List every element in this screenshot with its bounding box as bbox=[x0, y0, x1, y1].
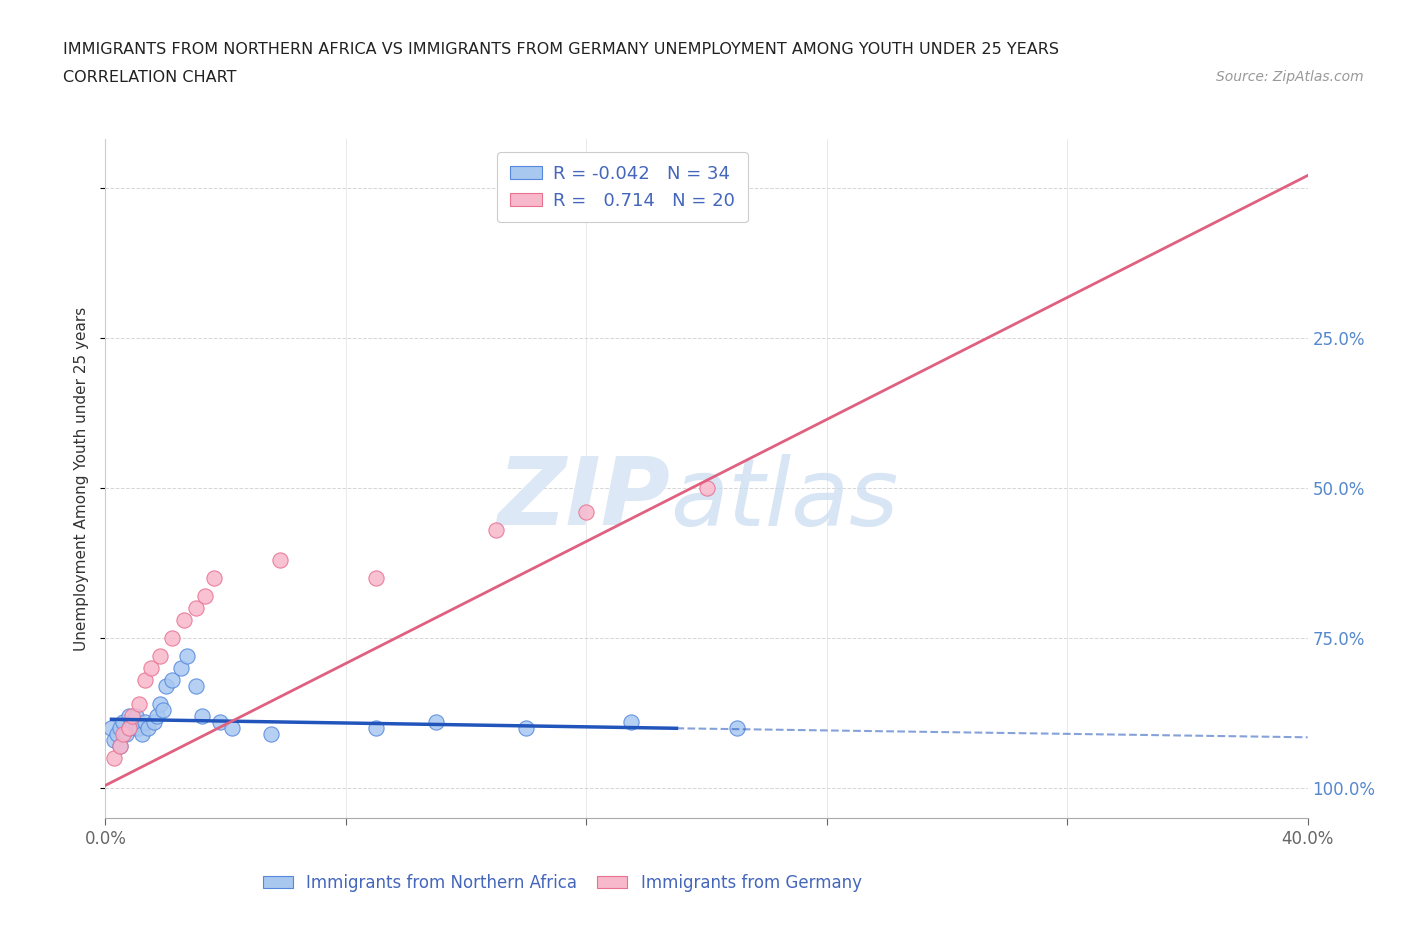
Point bbox=[124, 709, 146, 724]
Point bbox=[148, 697, 170, 711]
Point bbox=[364, 571, 387, 586]
Point bbox=[121, 715, 143, 730]
Point bbox=[425, 715, 447, 730]
Point bbox=[103, 733, 125, 748]
Point bbox=[124, 721, 146, 736]
Text: atlas: atlas bbox=[671, 454, 898, 545]
Point bbox=[142, 715, 165, 730]
Point bbox=[134, 715, 156, 730]
Point bbox=[148, 649, 170, 664]
Text: IMMIGRANTS FROM NORTHERN AFRICA VS IMMIGRANTS FROM GERMANY UNEMPLOYMENT AMONG YO: IMMIGRANTS FROM NORTHERN AFRICA VS IMMIG… bbox=[63, 42, 1059, 57]
Point bbox=[194, 589, 217, 604]
Point bbox=[112, 727, 135, 742]
Point bbox=[134, 672, 156, 687]
Point bbox=[121, 709, 143, 724]
Point bbox=[152, 703, 174, 718]
Point bbox=[128, 697, 150, 711]
Point bbox=[160, 631, 183, 645]
Point bbox=[184, 601, 207, 616]
Point bbox=[515, 721, 537, 736]
Point bbox=[620, 715, 643, 730]
Point bbox=[128, 721, 150, 736]
Point bbox=[725, 721, 748, 736]
Point bbox=[269, 552, 291, 567]
Point bbox=[190, 709, 212, 724]
Text: ZIP: ZIP bbox=[498, 453, 671, 545]
Legend: Immigrants from Northern Africa, Immigrants from Germany: Immigrants from Northern Africa, Immigra… bbox=[256, 867, 869, 898]
Point bbox=[202, 571, 225, 586]
Point bbox=[575, 505, 598, 520]
Point bbox=[100, 721, 122, 736]
Point bbox=[221, 721, 243, 736]
Point bbox=[485, 523, 508, 538]
Point bbox=[118, 709, 141, 724]
Point bbox=[176, 649, 198, 664]
Point bbox=[145, 709, 167, 724]
Point bbox=[208, 715, 231, 730]
Point bbox=[110, 738, 132, 753]
Text: Source: ZipAtlas.com: Source: ZipAtlas.com bbox=[1216, 70, 1364, 84]
Point bbox=[110, 738, 132, 753]
Point bbox=[364, 721, 387, 736]
Point bbox=[136, 721, 159, 736]
Point bbox=[160, 672, 183, 687]
Point bbox=[103, 751, 125, 765]
Point bbox=[118, 721, 141, 736]
Point bbox=[115, 727, 138, 742]
Point bbox=[107, 727, 129, 742]
Point bbox=[118, 721, 141, 736]
Point bbox=[173, 613, 195, 628]
Point bbox=[112, 715, 135, 730]
Point bbox=[155, 679, 177, 694]
Text: CORRELATION CHART: CORRELATION CHART bbox=[63, 70, 236, 85]
Point bbox=[139, 660, 162, 675]
Point bbox=[110, 721, 132, 736]
Point bbox=[696, 481, 718, 496]
Point bbox=[184, 679, 207, 694]
Point bbox=[131, 727, 153, 742]
Y-axis label: Unemployment Among Youth under 25 years: Unemployment Among Youth under 25 years bbox=[73, 307, 89, 651]
Point bbox=[260, 727, 283, 742]
Point bbox=[169, 660, 191, 675]
